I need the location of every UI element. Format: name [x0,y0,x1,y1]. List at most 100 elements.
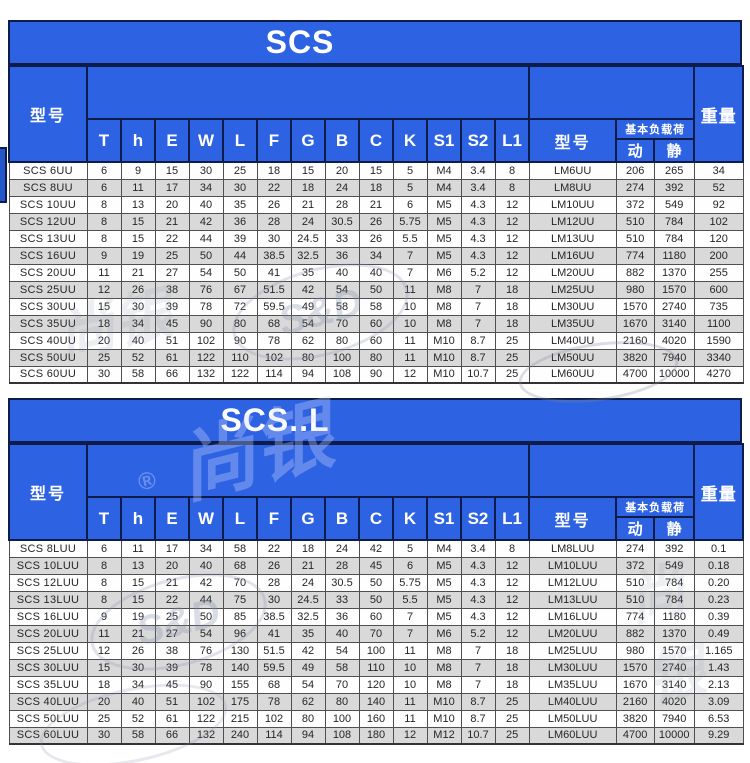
table-row: SCS 60LUU 30 58 66 132 240 114 94 108 180 12 M12 10.… [8,726,744,745]
value-cell: 90 [188,675,224,694]
value-cell: 66 [154,365,190,384]
value-cell: 24.5 [290,590,326,609]
value-cell: LM8UU [528,178,617,197]
value-cell: M6 [426,263,462,282]
table-row: SCS 60UU 30 58 66 132 122 114 94 108 90 12 M10 10.7 2… [8,365,744,384]
value-cell: LM50UU [528,348,617,367]
value-cell: 7 [392,607,428,626]
value-cell: M10 [426,692,462,711]
value-cell: 30 [120,658,156,677]
value-cell: 4.3 [460,556,496,575]
value-cell: 5 [392,161,428,180]
value-cell: 18 [358,178,394,197]
model-cell: SCS 8LUU [8,539,88,558]
value-cell: 2740 [653,297,695,316]
value-cell: 25 [494,709,530,728]
value-cell: 20 [86,692,122,711]
table-row: SCS 25UU 12 26 38 76 67 51.5 42 54 50 11 M8 7 18 LM25U… [8,280,744,299]
value-cell: 12 [494,246,530,265]
value-cell: 1180 [653,246,695,265]
value-cell: 25 [494,726,530,745]
table-row: SCS 20UU 11 21 27 54 50 41 35 40 40 7 M6 5.2 12 LM20UU… [8,263,744,282]
value-cell: 15 [120,212,156,231]
value-cell: 21 [154,212,190,231]
model-cell: SCS 8UU [8,178,88,197]
value-cell: 76 [188,641,224,660]
value-cell: M8 [426,297,462,316]
model-column-header: 型号 [8,443,88,541]
value-cell: 8 [494,161,530,180]
value-cell: M5 [426,590,462,609]
value-cell: 30.5 [324,212,360,231]
value-cell: 11 [392,331,428,350]
value-cell: 78 [188,658,224,677]
value-cell: LM10LUU [528,556,617,575]
column-header-k: K [392,118,428,163]
value-cell: 6 [86,178,122,197]
value-cell: 50 [188,246,224,265]
value-cell: 549 [653,556,695,575]
value-cell: 68 [256,314,292,333]
value-cell: 52 [120,348,156,367]
value-cell: 40 [120,331,156,350]
value-cell: 18 [256,161,292,180]
value-cell: 76 [188,280,224,299]
value-cell: 12 [494,590,530,609]
value-cell: 0.20 [693,573,744,592]
column-header-l: L [222,118,258,163]
value-cell: 54 [290,675,326,694]
value-cell: 8 [86,573,122,592]
model-column-header: 型号 [8,65,88,163]
value-cell: 17 [154,539,190,558]
value-cell: LM35LUU [528,675,617,694]
value-cell: 26 [256,195,292,214]
value-cell: 75 [222,590,258,609]
value-cell: 5.5 [392,229,428,248]
value-cell: 59.5 [256,297,292,316]
value-cell: 1570 [653,641,695,660]
value-cell: 7940 [653,348,695,367]
value-cell: 0.23 [693,590,744,609]
value-cell: 1570 [615,658,655,677]
value-cell: 50 [358,280,394,299]
value-cell: 50 [188,607,224,626]
value-cell: 206 [615,161,655,180]
value-cell: 8 [86,229,122,248]
value-cell: 72 [222,297,258,316]
model-cell: SCS 10UU [8,195,88,214]
value-cell: 784 [653,590,695,609]
value-cell: 200 [693,246,744,265]
value-cell: LM12LUU [528,573,617,592]
value-cell: 4.3 [460,195,496,214]
value-cell: 140 [358,692,394,711]
value-cell: 40 [188,556,224,575]
column-header-s2: S2 [460,496,496,541]
value-cell: M5 [426,195,462,214]
value-cell: M5 [426,607,462,626]
column-header-f: F [256,496,292,541]
value-cell: 12 [86,641,122,660]
value-cell: LM13LUU [528,590,617,609]
value-cell: 1590 [693,331,744,350]
value-cell: 19 [120,607,156,626]
value-cell: 1570 [615,297,655,316]
value-cell: 54 [324,641,360,660]
value-cell: M10 [426,365,462,384]
column-header-s2: S2 [460,118,496,163]
value-cell: 5 [392,178,428,197]
weight-column-header: 重量 [693,443,745,541]
value-cell: M8 [426,675,462,694]
value-cell: 28 [324,195,360,214]
value-cell: 62 [290,692,326,711]
value-cell: 24 [324,178,360,197]
value-cell: 51.5 [256,280,292,299]
value-cell: 80 [290,348,326,367]
value-cell: 122 [222,365,258,384]
value-cell: 21 [358,195,394,214]
value-cell: LM20LUU [528,624,617,643]
value-cell: 11 [86,263,122,282]
value-cell: 61 [154,348,190,367]
